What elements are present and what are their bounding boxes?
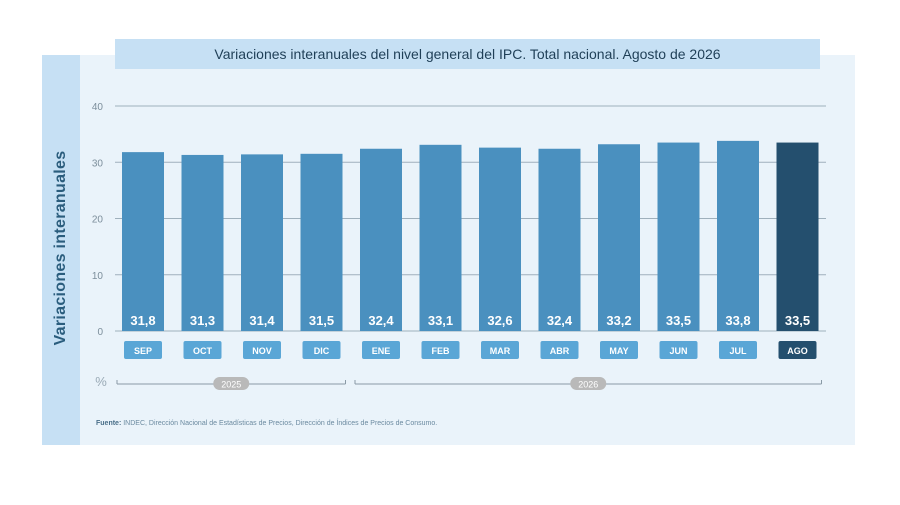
data-label: 33,5 [666, 313, 691, 328]
bar [300, 153, 343, 331]
source-text: INDEC, Dirección Nacional de Estadística… [123, 420, 438, 427]
x-tick-label: MAY [609, 346, 628, 356]
month-badge [243, 341, 281, 359]
data-label: 33,1 [428, 313, 453, 328]
x-tick-label: FEB [432, 346, 451, 356]
data-label: 31,4 [249, 313, 275, 328]
data-label: 31,8 [130, 313, 155, 328]
bar [419, 144, 462, 331]
bar [538, 148, 581, 331]
year-badge [213, 377, 250, 390]
y-axis-label-band [42, 55, 80, 445]
bar [776, 142, 819, 331]
bar [657, 142, 700, 331]
x-tick-label: JUN [669, 346, 687, 356]
data-label: 32,4 [547, 313, 573, 328]
data-label: 33,2 [606, 313, 631, 328]
data-label: 31,5 [309, 313, 334, 328]
data-label: 33,5 [785, 313, 810, 328]
year-label: 2025 [221, 380, 241, 390]
y-tick-label: 10 [92, 271, 104, 282]
source-label: Fuente: [96, 420, 122, 427]
x-tick-label: ENE [372, 346, 391, 356]
x-tick-label: SEP [134, 346, 152, 356]
month-badge [659, 341, 698, 359]
year-label: 2026 [578, 380, 598, 390]
y-tick-label: 0 [97, 327, 103, 338]
month-badge [183, 341, 222, 359]
month-badge [600, 341, 638, 359]
year-badge [570, 377, 607, 390]
month-badge [540, 341, 579, 359]
bar [122, 152, 164, 331]
y-unit-label: % [95, 374, 107, 389]
bar [360, 148, 402, 331]
x-tick-label: MAR [490, 346, 511, 356]
chart-title: Variaciones interanuales del nivel gener… [214, 46, 721, 62]
y-tick-label: 30 [92, 158, 104, 169]
bar [241, 154, 283, 331]
x-tick-label: AGO [787, 346, 808, 356]
month-badge [481, 341, 519, 359]
y-tick-label: 40 [92, 102, 104, 113]
source-note: Fuente: INDEC, Dirección Nacional de Est… [96, 420, 437, 427]
month-badge [362, 341, 400, 359]
x-tick-label: OCT [193, 346, 213, 356]
bar [717, 140, 759, 331]
data-label: 33,8 [725, 313, 750, 328]
x-tick-label: ABR [550, 346, 570, 356]
bar [598, 144, 640, 331]
month-badge [719, 341, 757, 359]
month-badge [421, 341, 460, 359]
month-badge [124, 341, 162, 359]
title-band [115, 39, 820, 69]
month-badge [302, 341, 341, 359]
x-tick-label: JUL [729, 346, 747, 356]
bar [479, 147, 521, 331]
data-label: 32,4 [368, 313, 394, 328]
data-label: 32,6 [487, 313, 512, 328]
x-tick-label: NOV [252, 346, 272, 356]
month-badge [778, 341, 817, 359]
data-label: 31,3 [190, 313, 215, 328]
x-tick-label: DIC [314, 346, 330, 356]
bar [181, 154, 224, 331]
y-tick-label: 20 [92, 215, 104, 226]
